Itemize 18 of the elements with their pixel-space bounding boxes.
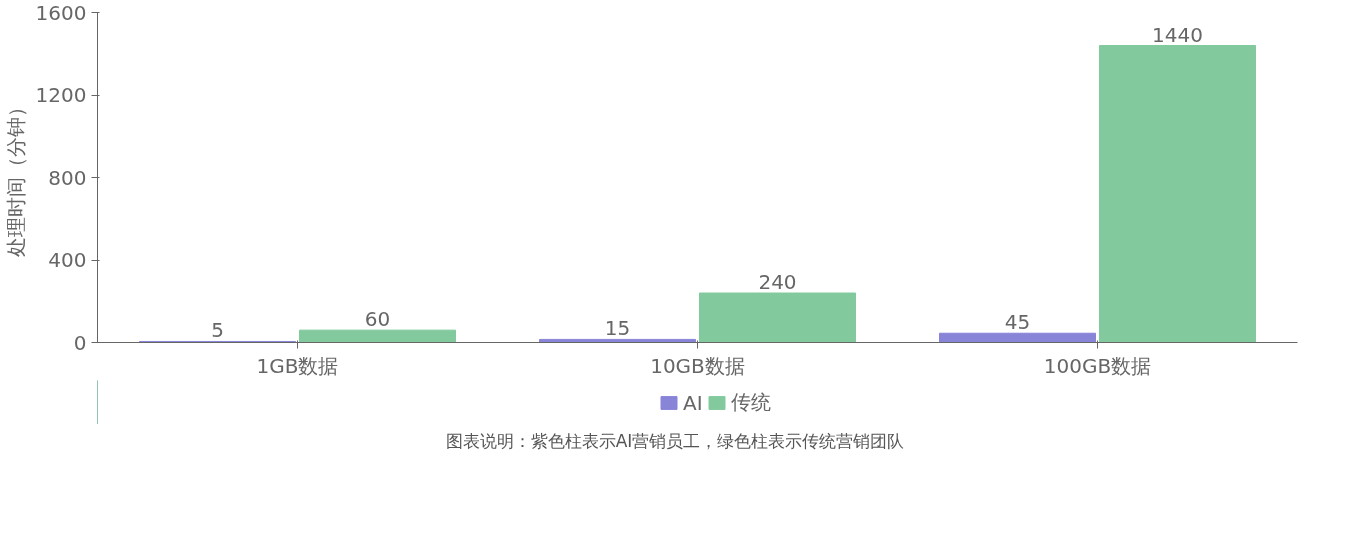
data-label: 240	[758, 270, 797, 294]
legend-label: 传统	[731, 388, 771, 416]
x-tick-label: 100GB数据	[1043, 353, 1152, 378]
x-tick-label: 1GB数据	[256, 353, 339, 378]
text: 图表说明：紫色柱表示AI营销员工，绿色柱表示传统营销团队	[445, 430, 905, 453]
data-label: 15	[604, 316, 631, 341]
legend-label: AI	[683, 390, 703, 414]
y-tick-label: 1200	[35, 83, 87, 107]
y-axis-title: 处理时间（分钟）	[3, 97, 28, 258]
y-tick-label: 0	[73, 330, 87, 355]
data-label: 45	[1004, 310, 1031, 335]
data-label: 60	[364, 307, 391, 332]
x-tick-label: 10GB数据	[650, 353, 745, 378]
data-label: 5	[211, 318, 224, 343]
y-tick-label: 1600	[35, 0, 87, 25]
data-label: 1440	[1152, 22, 1203, 47]
y-tick-label: 800	[48, 165, 87, 190]
y-tick-label: 400	[48, 248, 87, 272]
